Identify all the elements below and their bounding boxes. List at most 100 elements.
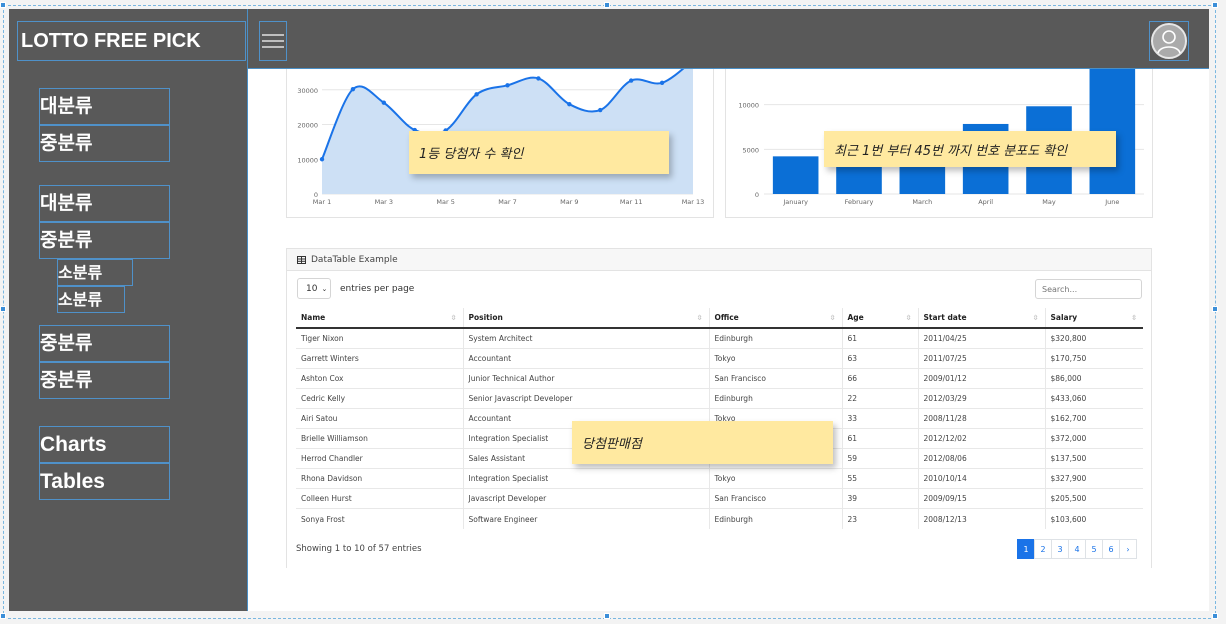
- y-tick-label: 5000: [742, 146, 759, 154]
- table-cell: $320,800: [1044, 327, 1143, 349]
- table-cell: 59: [841, 448, 918, 469]
- search-input[interactable]: [1035, 279, 1142, 299]
- table-cell: Tokyo: [708, 347, 842, 369]
- column-header-start-date[interactable]: Start date ⇳: [917, 308, 1045, 329]
- sort-icon: ⇳: [1131, 314, 1137, 322]
- sidebar-item-minor-2[interactable]: 소분류: [57, 286, 125, 313]
- resize-handle[interactable]: [1212, 306, 1218, 312]
- column-header-position[interactable]: Position ⇳: [462, 308, 709, 329]
- table-cell: Senior Javascript Developer: [462, 387, 709, 409]
- x-tick-label: May: [1042, 198, 1056, 206]
- table-cell: Junior Technical Author: [462, 367, 709, 389]
- table-cell: 2009/01/12: [917, 367, 1045, 389]
- table-cell: Brielle Williamson: [296, 427, 463, 449]
- sidebar-item-category-2[interactable]: 대분류: [39, 185, 170, 222]
- hamburger-line: [262, 46, 284, 48]
- data-point: [350, 86, 356, 92]
- table-cell: Accountant: [462, 347, 709, 369]
- sidebar-item-subcategory-3[interactable]: 중분류: [39, 325, 170, 362]
- x-tick-label: Mar 9: [560, 198, 578, 206]
- table-row[interactable]: Tiger Nixon System Architect Edinburgh 61 20…: [296, 327, 1143, 349]
- table-row[interactable]: Ashton Cox Junior Technical Author San Fra…: [296, 367, 1143, 389]
- table-icon: [297, 255, 306, 264]
- table-cell: 2011/04/25: [917, 327, 1045, 349]
- sidebar-item-category-1[interactable]: 대분류: [39, 88, 170, 125]
- table-row[interactable]: Garrett Winters Accountant Tokyo 63 2011/07/…: [296, 347, 1143, 369]
- data-point: [567, 101, 572, 107]
- table-cell: Sonya Frost: [296, 508, 463, 529]
- table-cell: $103,600: [1044, 508, 1143, 529]
- sort-icon: ⇳: [905, 314, 912, 322]
- data-point: [598, 107, 603, 113]
- table-body: Tiger Nixon System Architect Edinburgh 61 20…: [296, 327, 1143, 529]
- table-cell: 63: [841, 347, 918, 369]
- column-header-age[interactable]: Age ⇳: [841, 308, 918, 329]
- data-table: Name ⇳ Position ⇳ Office ⇳ Age ⇳ Start date ⇳…: [296, 308, 1143, 529]
- y-tick-label: 20000: [297, 122, 318, 130]
- brand-title[interactable]: LOTTO FREE PICK: [17, 21, 246, 61]
- column-header-name[interactable]: Name ⇳: [296, 308, 463, 329]
- column-header-office[interactable]: Office ⇳: [708, 308, 842, 329]
- sidebar-item-charts[interactable]: Charts: [39, 426, 170, 463]
- table-cell: San Francisco: [708, 367, 842, 389]
- datatable-card: DataTable Example 10 ⌄ entries per page …: [286, 248, 1152, 568]
- resize-handle[interactable]: [1212, 2, 1218, 8]
- y-tick-label: 10000: [738, 102, 759, 110]
- column-label: Position: [468, 313, 503, 322]
- table-cell: Javascript Developer: [462, 488, 709, 509]
- table-cell: System Architect: [462, 327, 709, 349]
- table-cell: Ashton Cox: [296, 367, 463, 389]
- page-size-select[interactable]: 10 ⌄: [297, 278, 331, 299]
- resize-handle[interactable]: [0, 306, 6, 312]
- table-cell: 61: [841, 327, 918, 349]
- table-cell: San Francisco: [708, 488, 842, 509]
- sort-icon: ⇳: [1032, 314, 1039, 322]
- hamburger-icon[interactable]: [259, 21, 287, 61]
- resize-handle[interactable]: [1212, 613, 1218, 619]
- data-point: [474, 92, 479, 97]
- user-avatar-icon[interactable]: [1149, 21, 1189, 61]
- x-tick-label: February: [845, 198, 874, 206]
- table-row[interactable]: Rhona Davidson Integration Specialist Toky…: [296, 468, 1143, 489]
- resize-handle[interactable]: [604, 2, 610, 8]
- column-label: Age: [847, 313, 864, 322]
- table-cell: 2008/11/28: [917, 407, 1045, 429]
- sidebar-item-minor-1[interactable]: 소분류: [57, 259, 133, 286]
- y-tick-label: 0: [314, 191, 318, 199]
- table-row[interactable]: Colleen Hurst Javascript Developer San Fra…: [296, 488, 1143, 509]
- table-cell: 2012/03/29: [917, 387, 1045, 409]
- table-cell: 2008/12/13: [917, 508, 1045, 529]
- table-cell: Software Engineer: [462, 508, 709, 529]
- entries-label: entries per page: [340, 284, 415, 294]
- sort-icon: ⇳: [829, 314, 836, 322]
- resize-handle[interactable]: [0, 2, 6, 8]
- table-cell: Cedric Kelly: [296, 387, 463, 409]
- table-cell: 23: [841, 508, 918, 529]
- x-tick-label: Mar 11: [620, 198, 643, 206]
- hamburger-line: [262, 34, 284, 36]
- y-tick-label: 10000: [297, 156, 318, 164]
- table-cell: Integration Specialist: [462, 468, 709, 489]
- column-label: Start date: [923, 313, 967, 322]
- table-cell: 66: [841, 367, 918, 389]
- table-cell: $170,750: [1044, 347, 1143, 369]
- table-cell: Garrett Winters: [296, 347, 463, 369]
- sidebar-item-subcategory-4[interactable]: 중분류: [39, 362, 170, 399]
- data-point: [628, 78, 634, 83]
- resize-handle[interactable]: [604, 613, 610, 619]
- resize-handle[interactable]: [0, 613, 6, 619]
- data-point: [536, 76, 541, 81]
- sidebar-item-tables[interactable]: Tables: [39, 463, 170, 500]
- y-tick-label: 30000: [297, 87, 318, 95]
- table-cell: Tokyo: [708, 468, 842, 489]
- sidebar-item-subcategory-1[interactable]: 중분류: [39, 125, 170, 162]
- column-header-salary[interactable]: Salary ⇳: [1044, 308, 1143, 329]
- table-row[interactable]: Sonya Frost Software Engineer Edinburgh 23 2…: [296, 508, 1143, 529]
- table-cell: Colleen Hurst: [296, 488, 463, 509]
- table-cell: 2011/07/25: [917, 347, 1045, 369]
- top-header: [248, 9, 1209, 69]
- sidebar-item-subcategory-2[interactable]: 중분류: [39, 222, 170, 259]
- next-page-button[interactable]: ›: [1119, 539, 1137, 559]
- table-row[interactable]: Cedric Kelly Senior Javascript Developer E…: [296, 387, 1143, 409]
- x-tick-label: June: [1104, 198, 1119, 206]
